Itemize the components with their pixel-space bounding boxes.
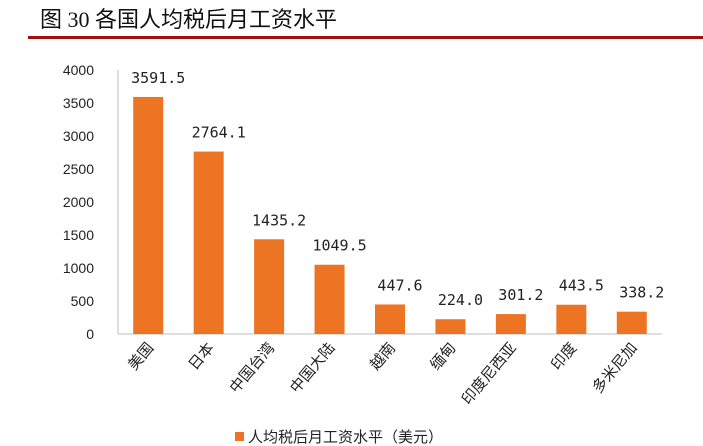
x-tick-label: 越南 (366, 339, 399, 374)
bar (133, 96, 164, 334)
bar (616, 311, 647, 334)
data-label: 224.0 (438, 291, 483, 309)
bar (254, 239, 285, 334)
data-label: 1435.2 (252, 211, 306, 229)
bar (314, 264, 345, 334)
data-label: 3591.5 (131, 69, 185, 87)
x-tick-label: 多米尼加 (588, 339, 640, 397)
y-tick-label: 2000 (63, 194, 94, 210)
bar (375, 304, 405, 334)
data-label: 2764.1 (192, 124, 246, 142)
data-label: 338.2 (619, 284, 664, 302)
y-tick-label: 500 (71, 293, 95, 309)
legend-swatch (235, 432, 244, 441)
x-tick-label: 中国台湾 (226, 339, 278, 397)
data-label: 447.6 (377, 276, 422, 294)
data-label: 1049.5 (312, 237, 366, 255)
x-tick-label: 美国 (124, 339, 157, 374)
bar (556, 304, 587, 334)
legend-label: 人均税后月工资水平（美元） (248, 428, 443, 446)
y-tick-label: 1500 (63, 227, 94, 243)
title-rule (28, 36, 703, 39)
bar (495, 314, 526, 334)
chart-title: 图 30 各国人均税后月工资水平 (40, 7, 338, 32)
y-tick-label: 3000 (63, 128, 94, 144)
data-label: 443.5 (559, 277, 604, 295)
x-tick-label: 缅甸 (426, 339, 459, 374)
y-tick-label: 2500 (63, 161, 94, 177)
x-tick-label: 日本 (185, 339, 218, 374)
y-tick-label: 3500 (63, 95, 94, 111)
y-tick-label: 0 (86, 326, 94, 342)
y-tick-label: 4000 (63, 62, 94, 78)
x-tick-label: 中国大陆 (286, 339, 338, 397)
bar (193, 151, 224, 334)
bar (435, 319, 466, 334)
x-tick-label: 印度尼西亚 (458, 339, 520, 408)
data-label: 301.2 (498, 286, 543, 304)
y-tick-label: 1000 (63, 260, 94, 276)
x-tick-label: 印度 (547, 339, 580, 374)
